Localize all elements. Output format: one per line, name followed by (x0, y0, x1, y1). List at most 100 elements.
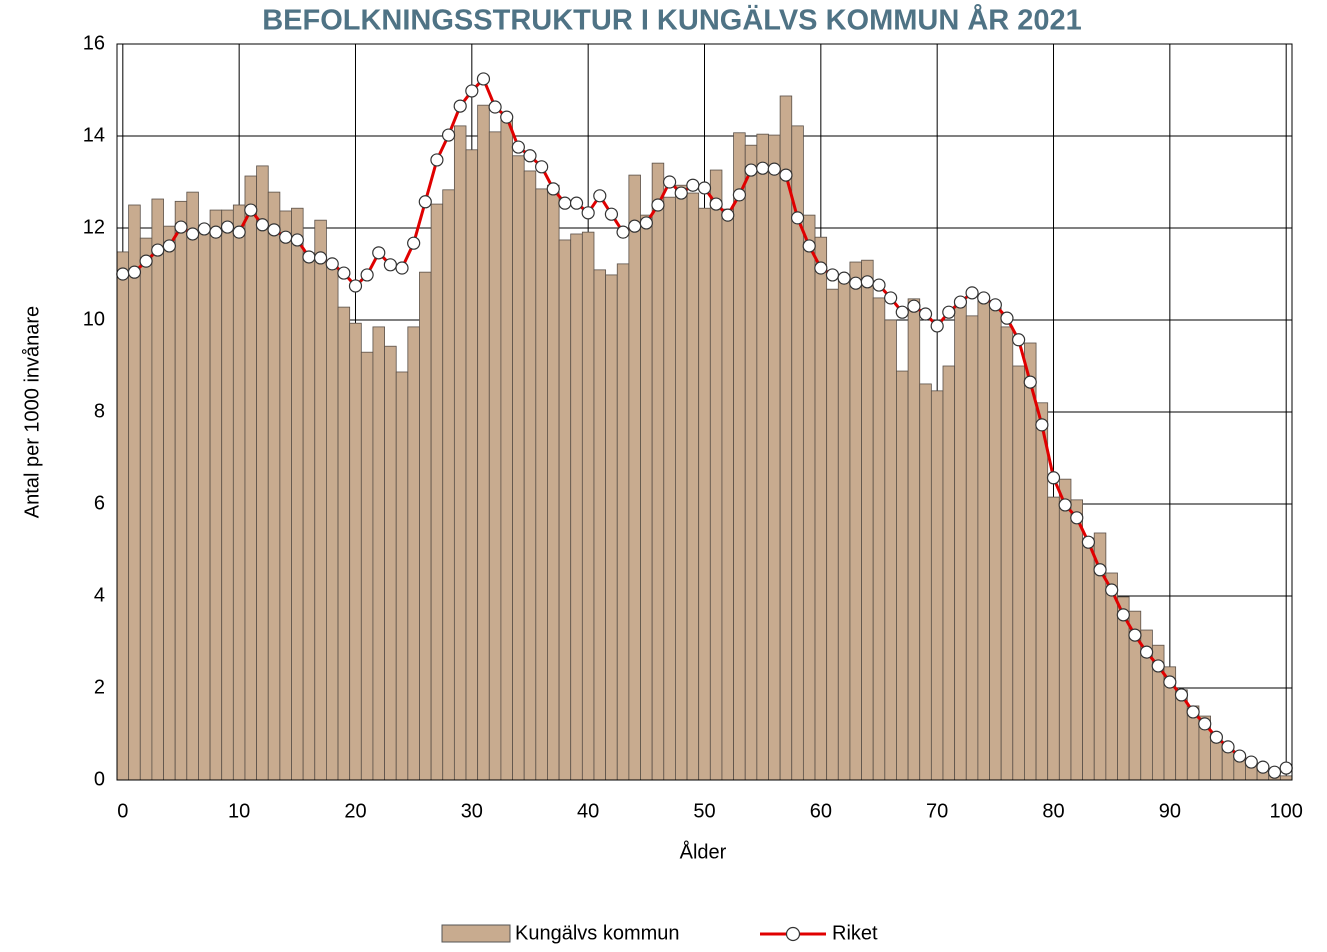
legend-swatch (441, 924, 511, 943)
bar (1070, 499, 1083, 781)
point (511, 140, 525, 154)
bar (174, 200, 188, 781)
point (709, 197, 723, 211)
point (639, 216, 653, 230)
bar (733, 132, 746, 781)
point (1139, 645, 1154, 659)
bar (709, 169, 723, 781)
point (313, 251, 328, 265)
bar (686, 192, 700, 781)
y-tick-label: 4 (94, 584, 105, 606)
point (965, 286, 979, 300)
point (325, 257, 339, 271)
bar (419, 271, 432, 781)
point (197, 222, 211, 236)
bar (395, 371, 409, 781)
x-tick-label: 80 (1042, 800, 1064, 822)
bar (314, 219, 327, 781)
bar (372, 326, 385, 781)
bar (779, 95, 793, 781)
bar (849, 261, 862, 781)
point (977, 291, 991, 305)
point (1163, 675, 1177, 689)
bar (965, 315, 979, 781)
point (255, 218, 270, 232)
y-tick-label: 6 (94, 492, 105, 514)
point (1023, 375, 1037, 389)
point (139, 254, 153, 268)
point (942, 305, 956, 319)
point (1105, 583, 1119, 597)
bar (1058, 478, 1072, 781)
x-tick-label: 90 (1159, 800, 1181, 822)
point (837, 271, 851, 285)
legend: Kungälvs kommun Riket (441, 922, 878, 944)
point (337, 266, 351, 280)
bar (163, 225, 176, 781)
point (151, 243, 165, 257)
bar (640, 214, 653, 781)
point (1116, 608, 1130, 622)
bar (802, 214, 816, 781)
point (174, 220, 188, 234)
bar (1035, 402, 1049, 781)
point (849, 276, 863, 290)
bar (209, 209, 223, 781)
x-tick-label: 30 (461, 800, 483, 822)
point (488, 100, 502, 114)
point (1244, 755, 1258, 769)
bar (616, 263, 630, 781)
point (593, 189, 607, 203)
bar (861, 259, 874, 781)
x-tick-label: 0 (117, 800, 128, 822)
point (1012, 333, 1026, 347)
point (186, 227, 200, 241)
bar (407, 326, 420, 781)
point (1058, 498, 1072, 512)
point (407, 236, 421, 250)
point (907, 299, 921, 313)
bar (128, 204, 141, 781)
bar (523, 170, 537, 781)
point (395, 261, 409, 275)
bar (570, 233, 583, 781)
bar (884, 319, 897, 781)
point (988, 298, 1002, 312)
bar (698, 207, 711, 781)
point (872, 278, 886, 292)
bar (547, 184, 560, 781)
y-tick-label: 2 (94, 676, 105, 698)
point (662, 175, 677, 189)
bar (232, 204, 246, 781)
bar (837, 277, 851, 781)
point (616, 225, 630, 239)
bar (360, 351, 374, 781)
x-tick-label: 40 (577, 800, 599, 822)
point (918, 307, 933, 321)
point (1035, 418, 1049, 432)
point (744, 163, 758, 177)
x-tick-label: 20 (344, 800, 366, 822)
bar (768, 134, 781, 781)
point (1267, 765, 1282, 779)
bar (430, 203, 444, 781)
point (674, 186, 688, 200)
point (232, 225, 246, 239)
point (628, 219, 642, 233)
y-tick-label: 10 (83, 308, 105, 330)
point (1221, 740, 1235, 754)
point (500, 110, 514, 124)
x-tick-label: 100 (1269, 800, 1302, 822)
bar (826, 288, 839, 781)
bar (535, 188, 548, 781)
bar (954, 299, 967, 781)
point (721, 208, 735, 222)
point (383, 258, 397, 272)
point (953, 295, 968, 309)
point (895, 305, 909, 319)
point (1279, 761, 1293, 775)
y-tick-label: 0 (94, 768, 105, 790)
bar (977, 297, 990, 781)
point (1046, 471, 1061, 485)
